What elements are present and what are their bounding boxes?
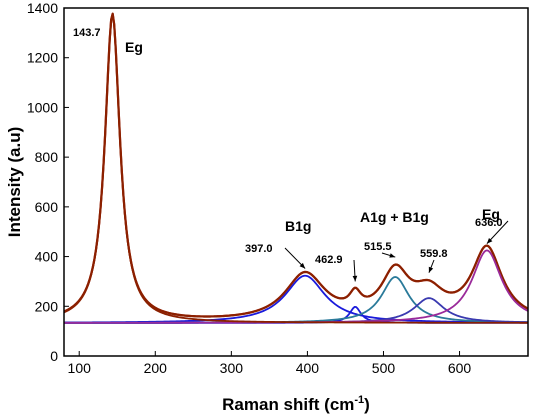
x-tick-label: 100 bbox=[68, 360, 92, 376]
x-axis-title-close: ) bbox=[364, 395, 370, 414]
peak-annotation: 462.9 bbox=[315, 254, 343, 266]
arrow-head bbox=[352, 275, 358, 282]
x-tick-label: 500 bbox=[372, 360, 396, 376]
mode-label: A1g + B1g bbox=[360, 209, 429, 225]
x-tick-label: 600 bbox=[448, 360, 472, 376]
mode-label: Eg bbox=[125, 39, 143, 55]
peak-annotation: 143.7 bbox=[73, 27, 101, 39]
arrow-head bbox=[299, 262, 306, 269]
arrow-head bbox=[486, 238, 493, 244]
x-tick-label: 400 bbox=[296, 360, 320, 376]
mode-label: B1g bbox=[285, 218, 311, 234]
peak-annotation: 515.5 bbox=[364, 241, 392, 253]
x-tick-label: 300 bbox=[220, 360, 244, 376]
y-tick-label: 600 bbox=[35, 199, 59, 215]
ticks-layer: 100 200 300 400 500 600 0 200 400 600 800 1000 1200 1… bbox=[27, 0, 472, 376]
y-axis-title: Intensity (a.u) bbox=[5, 127, 24, 238]
series-component-line bbox=[63, 14, 528, 324]
y-tick-label: 200 bbox=[35, 298, 59, 314]
y-tick-label: 1000 bbox=[27, 99, 58, 115]
y-tick-label: 800 bbox=[35, 149, 59, 165]
arrow-head bbox=[389, 253, 396, 258]
series-component-line bbox=[63, 249, 529, 324]
x-axis-title: Raman shift (cm-1) bbox=[222, 394, 370, 414]
mode-label: Eg bbox=[482, 206, 500, 222]
peak-annotation: 636.0 bbox=[475, 217, 503, 229]
x-axis-title-sup: -1 bbox=[354, 394, 364, 406]
y-tick-label: 1400 bbox=[27, 0, 58, 16]
peak-annotation: 397.0 bbox=[245, 243, 273, 255]
arrow-head bbox=[428, 266, 434, 273]
y-tick-label: 400 bbox=[35, 249, 59, 265]
x-axis-title-main: Raman shift (cm bbox=[222, 395, 354, 414]
curves-layer bbox=[63, 12, 529, 324]
peak-annotation: 559.8 bbox=[420, 248, 448, 260]
y-tick-label: 1200 bbox=[27, 50, 58, 66]
x-tick-label: 200 bbox=[144, 360, 168, 376]
plot-frame bbox=[63, 7, 529, 357]
y-tick-label: 0 bbox=[50, 348, 58, 364]
